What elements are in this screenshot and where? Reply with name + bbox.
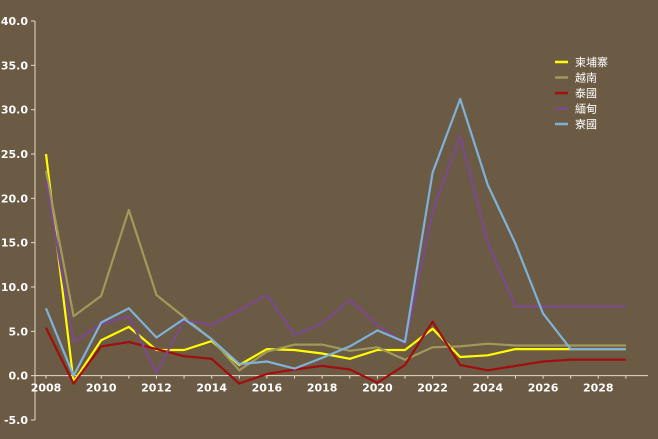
x-tick-label: 2010	[86, 382, 117, 395]
x-tick-label: 2018	[307, 382, 338, 395]
x-tick-label: 2026	[528, 382, 559, 395]
y-tick-label: 35.0	[1, 59, 28, 72]
x-tick-label: 2014	[196, 382, 227, 395]
y-tick-label: 15.0	[1, 237, 28, 250]
x-tick-label: 2022	[417, 382, 448, 395]
x-tick-label: 2020	[362, 382, 393, 395]
y-tick-label: 0.0	[9, 370, 29, 383]
y-tick-label: 20.0	[1, 192, 28, 205]
x-tick-label: 2016	[252, 382, 283, 395]
series-line-2	[44, 170, 626, 372]
x-tick-label: 2008	[31, 382, 62, 395]
series-layer	[44, 97, 626, 385]
y-tick-label: 10.0	[1, 281, 28, 294]
y-tick-label: 25.0	[1, 148, 28, 161]
y-tick-label: -5.0	[4, 414, 28, 427]
series-line-1	[44, 153, 626, 383]
x-tick-label: 2012	[141, 382, 172, 395]
axes: -5.0 0.0 5.0 10.0 15.0 20.0 25.0 30.0 35.0 40.0 20…	[1, 15, 648, 427]
legend-label: 緬甸	[575, 103, 597, 116]
y-tick-label: 30.0	[1, 104, 28, 117]
x-tick-label: 2028	[583, 382, 614, 395]
legend-label: 越南	[575, 71, 597, 85]
y-tick-label: 5.0	[9, 325, 29, 338]
y-tick-label: 40.0	[1, 15, 28, 28]
legend-label: 寮國	[575, 117, 597, 131]
series-line-4	[44, 135, 626, 375]
series-line-5	[44, 97, 626, 377]
legend-label: 柬埔寨	[575, 55, 608, 69]
x-tick-label: 2024	[473, 382, 504, 395]
legend-label: 泰國	[575, 86, 597, 100]
